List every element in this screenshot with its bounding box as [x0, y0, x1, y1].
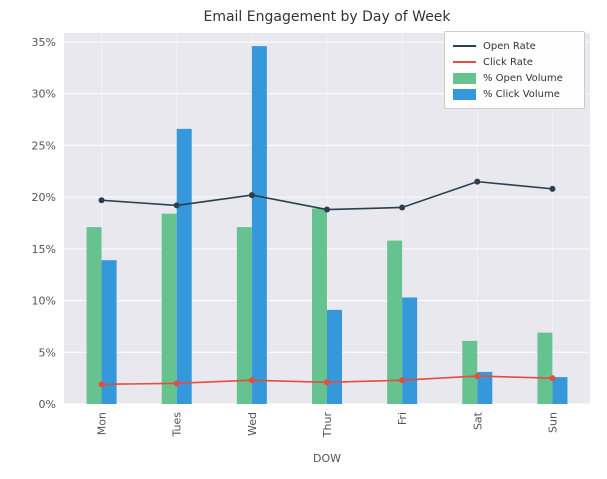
y-tick-label: 25% — [32, 139, 56, 152]
marker-click-rate-fri — [399, 377, 406, 384]
marker-click-rate-wed — [248, 377, 255, 384]
y-tick-label: 0% — [39, 398, 56, 411]
x-tick-label-thur: Thur — [321, 412, 334, 439]
y-tick-label: 15% — [32, 243, 56, 256]
legend-label-open-volume: % Open Volume — [483, 72, 563, 84]
marker-click-rate-sat — [474, 373, 481, 380]
x-tick-label-fri: Fri — [396, 412, 409, 425]
bar-click-volume-thur — [327, 309, 342, 404]
bar-click-volume-tues — [176, 128, 192, 404]
y-tick-label: 5% — [39, 346, 56, 359]
x-tick-label-mon: Mon — [96, 412, 109, 435]
chart-legend: Open Rate Click Rate % Open Volume % Cli… — [444, 31, 585, 109]
x-tick-label-wed: Wed — [246, 412, 259, 436]
legend-label-click-rate: Click Rate — [483, 56, 533, 68]
marker-open-rate-sun — [549, 185, 556, 192]
bar-open-volume-tues — [161, 213, 177, 404]
marker-click-rate-tues — [173, 380, 180, 387]
marker-open-rate-tues — [173, 202, 180, 209]
chart-title: Email Engagement by Day of Week — [203, 9, 451, 25]
x-tick-label-tues: Tues — [171, 412, 184, 438]
bar-open-volume-sun — [537, 332, 553, 404]
marker-open-rate-wed — [248, 192, 255, 199]
x-axis-label: DOW — [313, 452, 341, 465]
y-tick-label: 30% — [32, 88, 56, 101]
marker-open-rate-mon — [98, 197, 105, 204]
marker-click-rate-mon — [98, 381, 105, 388]
legend-label-open-rate: Open Rate — [483, 40, 536, 52]
bar-open-volume-sat — [462, 340, 478, 404]
bar-open-volume-wed — [236, 227, 252, 404]
legend-line-swatch-click-rate — [453, 61, 476, 63]
legend-label-click-volume: % Click Volume — [483, 88, 560, 100]
marker-open-rate-sat — [474, 178, 481, 185]
x-tick-label-sun: Sun — [546, 412, 559, 433]
marker-click-rate-thur — [324, 379, 330, 386]
bar-click-volume-wed — [251, 46, 267, 404]
legend-item-click-rate: Click Rate — [453, 54, 576, 70]
bar-click-volume-sun — [552, 377, 568, 404]
bar-open-volume-fri — [387, 240, 403, 404]
marker-open-rate-thur — [324, 206, 330, 213]
y-tick-label: 20% — [32, 191, 56, 204]
legend-patch-swatch-click-volume — [453, 88, 476, 100]
bar-click-volume-sat — [477, 371, 493, 404]
x-tick-label-sat: Sat — [471, 411, 484, 430]
bar-click-volume-mon — [101, 260, 117, 404]
bar-open-volume-mon — [86, 227, 102, 404]
legend-item-open-volume: % Open Volume — [453, 70, 576, 86]
marker-open-rate-fri — [399, 204, 406, 211]
bar-open-volume-thur — [312, 208, 327, 404]
y-tick-label: 10% — [32, 295, 56, 308]
bar-click-volume-fri — [402, 297, 418, 404]
y-tick-label: 35% — [32, 36, 56, 49]
legend-item-open-rate: Open Rate — [453, 38, 576, 54]
legend-patch-swatch-open-volume — [453, 72, 476, 84]
marker-click-rate-sun — [549, 375, 556, 382]
legend-item-click-volume: % Click Volume — [453, 86, 576, 102]
legend-line-swatch-open-rate — [453, 45, 476, 47]
